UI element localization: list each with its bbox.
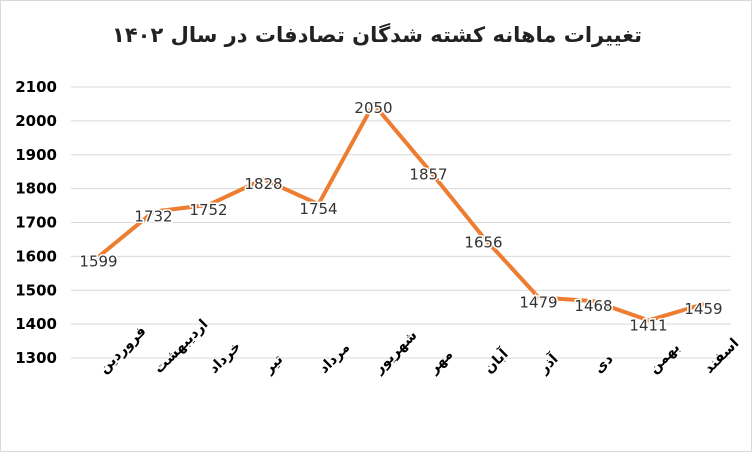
x-tick-label: اسفند	[701, 335, 742, 376]
x-tick-label: اردیبهشت	[151, 316, 211, 376]
y-tick-label: 1900	[15, 146, 57, 164]
data-label: 1656	[464, 233, 502, 251]
data-label: 1732	[134, 208, 172, 226]
y-tick-label: 1400	[15, 315, 57, 333]
data-label: 1599	[79, 253, 117, 271]
y-tick-label: 1300	[15, 349, 57, 367]
x-tick-label: آذر	[534, 349, 562, 377]
data-label: 1828	[244, 175, 282, 193]
x-tick-label: دی	[591, 351, 616, 376]
y-tick-label: 1600	[15, 247, 57, 265]
y-tick-label: 1700	[15, 214, 57, 232]
y-tick-label: 1500	[15, 281, 57, 299]
x-tick-label: آبان	[480, 344, 513, 377]
data-label: 1754	[299, 200, 337, 218]
data-label: 1459	[684, 300, 722, 318]
y-axis-ticks: 1300 1400 1500 1600 1700 1800 1900 2000 2100	[15, 78, 57, 367]
data-label: 1468	[574, 297, 612, 315]
y-tick-label: 2000	[15, 112, 57, 130]
data-label: 1752	[189, 201, 227, 219]
x-tick-label: فروردین	[96, 323, 150, 377]
data-label: 1857	[409, 165, 447, 183]
x-tick-label: شهریور	[370, 327, 420, 377]
x-tick-label: تیر	[260, 352, 286, 378]
y-tick-label: 1800	[15, 180, 57, 198]
y-tick-label: 2100	[15, 78, 57, 96]
x-tick-label: مهر	[425, 347, 456, 378]
data-label: 1479	[519, 293, 557, 311]
data-label: 1411	[629, 316, 667, 334]
data-label: 2050	[354, 99, 392, 117]
